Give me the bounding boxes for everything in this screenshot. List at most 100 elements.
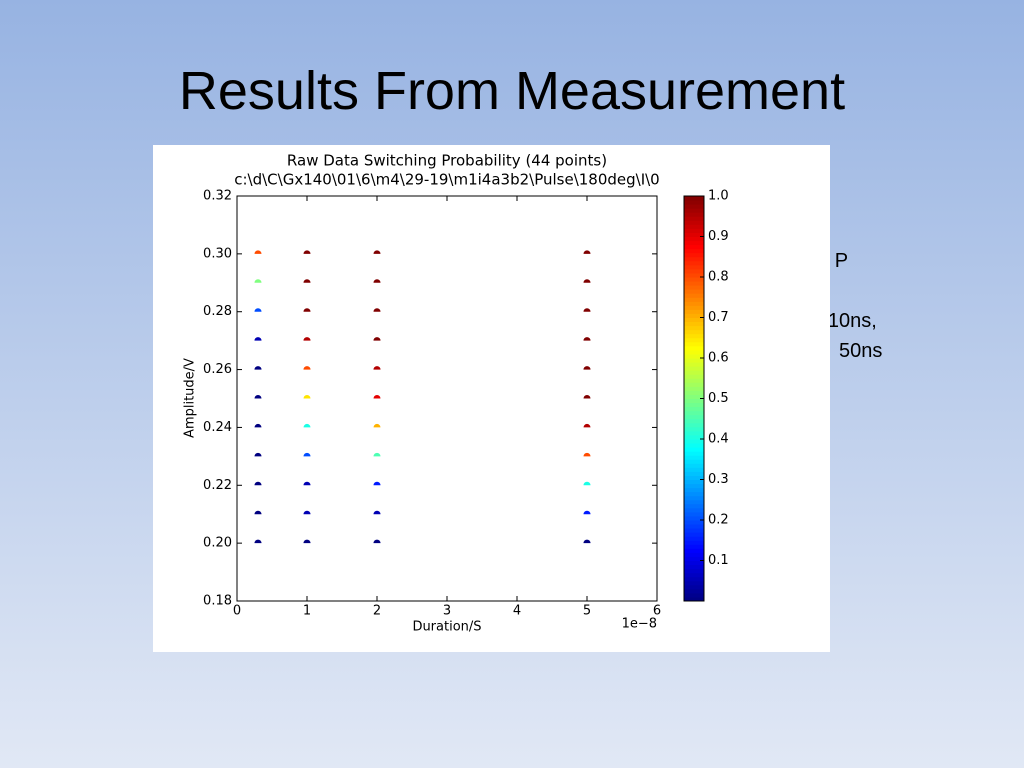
- y-tick-label: 0.28: [203, 304, 232, 319]
- colorbar-segment: [684, 479, 704, 485]
- colorbar-segment: [684, 248, 704, 254]
- colorbar-segment: [684, 281, 704, 286]
- x-tick-label: 0: [233, 604, 241, 619]
- colorbar-segment: [684, 337, 704, 343]
- x-axis-label: Duration/S: [412, 620, 481, 635]
- point: [373, 366, 381, 370]
- colorbar-segment: [684, 244, 704, 250]
- colorbar-segment: [684, 378, 704, 383]
- colorbar-segment: [684, 443, 704, 448]
- colorbar-segment: [684, 252, 704, 258]
- point: [254, 481, 262, 486]
- point: [303, 395, 311, 399]
- colorbar-segment: [684, 548, 704, 553]
- colorbar-segment: [684, 507, 704, 513]
- point: [254, 510, 262, 515]
- colorbar-segment: [684, 580, 704, 586]
- colorbar-segment: [684, 540, 704, 545]
- y-tick-label: 0.26: [203, 362, 232, 377]
- colorbar-segment: [684, 398, 704, 404]
- colorbar-segment: [684, 406, 704, 412]
- point: [254, 279, 262, 283]
- colorbar-segment: [684, 216, 704, 221]
- colorbar-tick-label: 0.7: [708, 310, 729, 325]
- colorbar-segment: [684, 382, 704, 387]
- point: [373, 539, 381, 544]
- point: [254, 423, 262, 428]
- colorbar-segment: [684, 212, 704, 217]
- point: [303, 539, 311, 544]
- colorbar-segment: [684, 495, 704, 501]
- point: [373, 308, 381, 312]
- colorbar-segment: [684, 455, 704, 460]
- colorbar-segment: [684, 544, 704, 549]
- chart-subtitle: c:\d\C\Gx140\01\6\m4\29-19\m1i4a3b2\Puls…: [234, 171, 659, 189]
- x-tick-label: 5: [583, 604, 591, 619]
- colorbar-segment: [684, 200, 704, 205]
- colorbar-segment: [684, 345, 704, 351]
- colorbar-segment: [684, 317, 704, 323]
- colorbar-segment: [684, 596, 704, 602]
- colorbar-segment: [684, 439, 704, 444]
- y-tick-label: 0.32: [203, 189, 232, 204]
- point: [303, 337, 311, 341]
- y-tick-label: 0.18: [203, 594, 232, 609]
- colorbar-segment: [684, 268, 704, 274]
- colorbar-segment: [684, 305, 704, 310]
- x-offset-label: 1e−8: [622, 617, 657, 632]
- colorbar-segment: [684, 220, 704, 225]
- colorbar-segment: [684, 390, 704, 395]
- colorbar-segment: [684, 370, 704, 375]
- colorbar-segment: [684, 556, 704, 561]
- colorbar-segment: [684, 272, 704, 278]
- colorbar-segment: [684, 467, 704, 472]
- chart-background: [153, 145, 830, 652]
- colorbar-segment: [684, 366, 704, 371]
- colorbar-segment: [684, 260, 704, 266]
- point: [583, 481, 591, 486]
- colorbar-segment: [684, 358, 704, 363]
- colorbar-segment: [684, 362, 704, 367]
- colorbar-segment: [684, 410, 704, 416]
- colorbar-segment: [684, 329, 704, 335]
- colorbar-segment: [684, 228, 704, 233]
- colorbar-segment: [684, 264, 704, 270]
- y-tick-label: 0.30: [203, 246, 232, 261]
- colorbar-segment: [684, 285, 704, 290]
- colorbar-segment: [684, 584, 704, 590]
- colorbar-segment: [684, 394, 704, 399]
- colorbar-segment: [684, 515, 704, 521]
- colorbar-tick-label: 0.5: [708, 391, 729, 406]
- colorbar-segment: [684, 447, 704, 452]
- colorbar-segment: [684, 552, 704, 557]
- colorbar-tick-label: 1.0: [708, 189, 729, 204]
- colorbar-segment: [684, 434, 704, 440]
- colorbar-tick-label: 0.8: [708, 270, 729, 285]
- colorbar-segment: [684, 471, 704, 476]
- point: [254, 452, 262, 457]
- point: [303, 423, 311, 428]
- colorbar-segment: [684, 520, 704, 525]
- point: [303, 481, 311, 486]
- point: [373, 423, 381, 428]
- colorbar-segment: [684, 341, 704, 347]
- point: [373, 510, 381, 515]
- x-tick-label: 4: [513, 604, 521, 619]
- colorbar-segment: [684, 297, 704, 302]
- point: [254, 366, 262, 370]
- point: [254, 539, 262, 544]
- colorbar-segment: [684, 475, 704, 480]
- colorbar-segment: [684, 560, 704, 566]
- colorbar-segment: [684, 532, 704, 537]
- colorbar-segment: [684, 196, 704, 201]
- point: [373, 337, 381, 341]
- colorbar-segment: [684, 321, 704, 327]
- colorbar-segment: [684, 232, 704, 237]
- colorbar-segment: [684, 536, 704, 541]
- point: [303, 510, 311, 515]
- colorbar-segment: [684, 511, 704, 517]
- colorbar-segment: [684, 588, 704, 594]
- colorbar-segment: [684, 499, 704, 505]
- colorbar-segment: [684, 572, 704, 578]
